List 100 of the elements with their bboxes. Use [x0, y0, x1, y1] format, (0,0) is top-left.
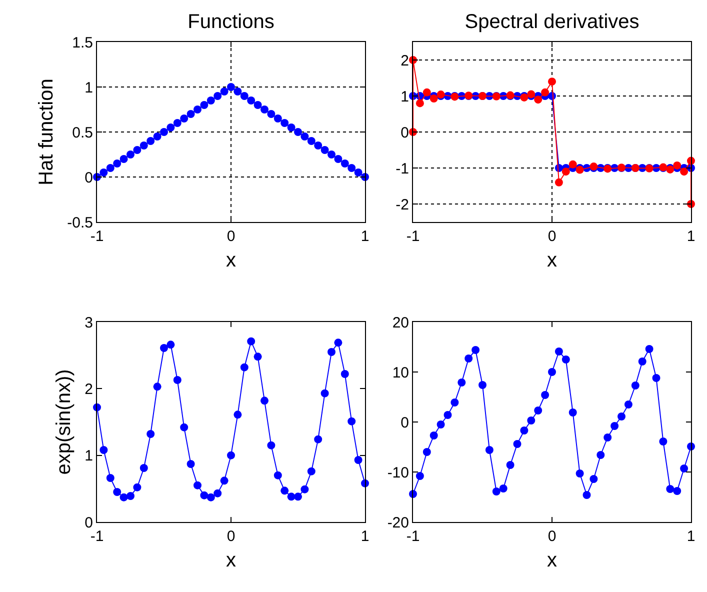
point [153, 132, 162, 140]
point [534, 406, 542, 414]
point [240, 363, 248, 372]
y-tick-label: 0.5 [72, 124, 93, 142]
point [328, 150, 336, 158]
point [214, 92, 222, 100]
point [126, 492, 134, 500]
point [422, 448, 431, 456]
point [314, 142, 322, 150]
y-tick-label: -2 [396, 196, 409, 214]
point [307, 467, 316, 476]
point [146, 430, 155, 438]
point [280, 119, 289, 127]
point [320, 389, 329, 398]
point [234, 410, 242, 419]
point [186, 460, 195, 468]
point [133, 483, 142, 492]
y-tick-label: 20 [392, 314, 409, 332]
point [548, 368, 556, 376]
point [680, 168, 688, 176]
point [444, 411, 452, 419]
point [140, 464, 148, 472]
x-tick-label: 1 [360, 228, 370, 245]
point [348, 417, 356, 426]
point [618, 412, 626, 420]
x-tick-label: 0 [548, 228, 556, 245]
y-tick-label: 1 [400, 88, 409, 106]
x-axis-title: x [547, 250, 557, 272]
x-tick-label: 1 [686, 528, 696, 545]
point [227, 451, 235, 460]
point [294, 128, 302, 136]
point [247, 337, 256, 346]
point [227, 83, 235, 91]
point [320, 146, 329, 154]
point [267, 441, 276, 450]
point [673, 487, 682, 495]
point [340, 160, 349, 168]
point [240, 92, 248, 100]
point [478, 381, 486, 389]
point [166, 124, 175, 132]
point [582, 491, 591, 499]
point [348, 164, 356, 172]
point [499, 484, 508, 492]
point [274, 114, 282, 122]
point [624, 400, 632, 408]
y-tick-label: 1 [84, 448, 93, 465]
point [645, 345, 654, 353]
point [260, 396, 268, 405]
point [260, 106, 268, 114]
point [294, 492, 302, 501]
point [166, 340, 175, 349]
x-tick-label: 0 [548, 528, 556, 545]
point [506, 461, 514, 469]
point [153, 382, 162, 391]
y-axis-title: exp(sin(nx)) [53, 369, 76, 475]
x-axis-title: x [226, 250, 236, 272]
point [492, 488, 500, 496]
point [214, 489, 222, 498]
y-tick-label: 1 [84, 79, 93, 96]
y-tick-label: 10 [392, 364, 409, 382]
y-tick-label: 0 [400, 124, 409, 142]
point [140, 142, 148, 150]
x-tick-label: 0 [226, 228, 236, 245]
y-tick-label: 1.5 [72, 34, 93, 52]
point [314, 435, 322, 444]
point [160, 128, 168, 136]
point [247, 96, 256, 104]
point [422, 88, 431, 96]
point [554, 178, 563, 186]
point [146, 137, 155, 145]
point [416, 472, 424, 480]
y-axis-title: Hat function [36, 78, 58, 186]
point [180, 423, 188, 432]
point [206, 493, 215, 502]
point [659, 438, 668, 446]
point [180, 114, 188, 122]
point [638, 358, 646, 366]
point [673, 161, 682, 170]
point [206, 96, 215, 104]
point [194, 106, 202, 114]
point [120, 155, 128, 163]
y-tick-label: -1 [396, 160, 409, 178]
x-axis-title: x [226, 550, 236, 572]
point [234, 88, 242, 96]
y-tick-label: -0.5 [67, 214, 93, 232]
point [254, 352, 262, 361]
point [576, 470, 584, 478]
point [173, 119, 182, 127]
y-tick-label: 0 [84, 169, 93, 186]
point [160, 344, 168, 352]
point [287, 492, 296, 501]
point [568, 160, 577, 168]
point [340, 370, 349, 378]
point [548, 78, 556, 86]
point [287, 124, 296, 132]
point [300, 132, 309, 140]
point [106, 164, 114, 172]
point [334, 155, 342, 163]
point [220, 476, 228, 485]
x-tick-label: 1 [686, 228, 696, 245]
